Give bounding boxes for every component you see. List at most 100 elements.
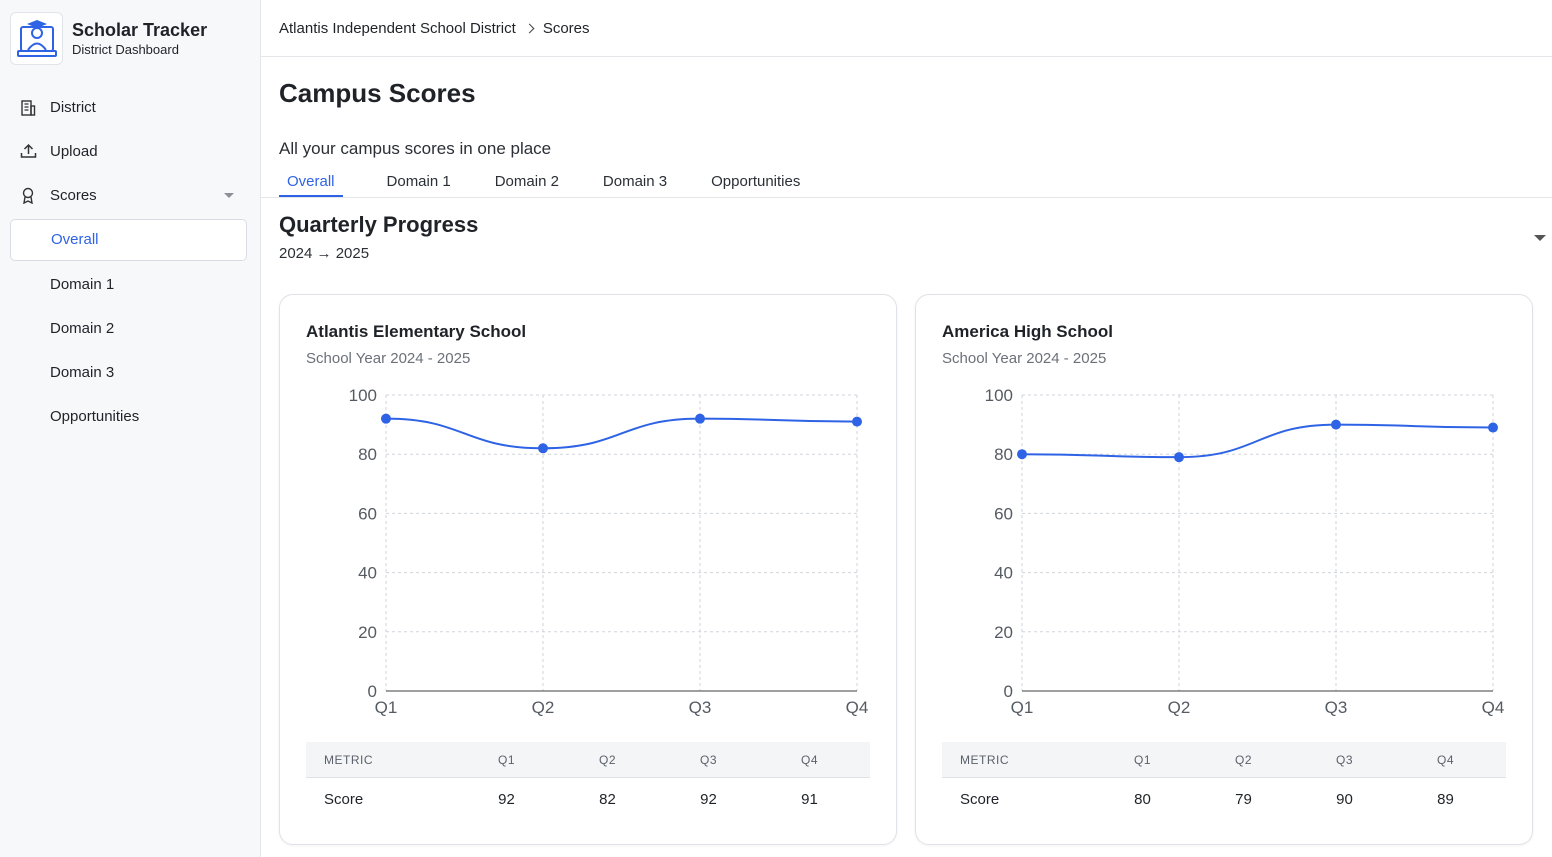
line-chart: 0 20 40 60 80 100 Q1 Q2 Q3 Q4 [349, 386, 869, 717]
y-tick-label: 40 [358, 564, 377, 583]
section-title: Quarterly Progress [279, 212, 479, 237]
award-icon [19, 186, 37, 204]
building-icon [19, 98, 37, 116]
tab-domain-3[interactable]: Domain 3 [602, 173, 668, 190]
header-q2: Q2 [598, 752, 616, 767]
campus-card: Atlantis Elementary School School Year 2… [279, 294, 897, 845]
x-tick-label: Q1 [375, 698, 398, 717]
data-point [381, 413, 391, 424]
y-tick-label: 0 [368, 682, 377, 701]
y-tick-label: 0 [1004, 682, 1013, 701]
card-subtitle: School Year 2024 - 2025 [306, 350, 471, 367]
cell-q2: 79 [1235, 790, 1252, 808]
collapse-caret-icon[interactable] [1534, 235, 1546, 241]
campus-card: America High School School Year 2024 - 2… [915, 294, 1533, 845]
cell-q1: 92 [498, 790, 515, 808]
score-table: METRIC Q1 Q2 Q3 Q4 Score 80 79 90 89 [942, 742, 1506, 820]
sidebar-item-label: Scores [50, 186, 97, 204]
y-tick-label: 80 [358, 445, 377, 464]
sidebar: Scholar Tracker District Dashboard Distr… [0, 0, 261, 857]
line-chart: 0 20 40 60 80 100 Q1 Q2 Q3 Q4 [985, 386, 1505, 717]
sidebar-subitem-domain-2[interactable]: Domain 2 [50, 320, 115, 337]
chevron-down-icon[interactable] [224, 193, 234, 198]
sidebar-item-label: District [50, 98, 96, 116]
header-q2: Q2 [1234, 752, 1252, 767]
sidebar-item-scores[interactable]: Scores [0, 175, 261, 215]
upload-icon [19, 142, 37, 160]
cell-q4: 91 [801, 790, 818, 808]
data-point [538, 443, 548, 454]
card-subtitle: School Year 2024 - 2025 [942, 350, 1107, 367]
header-metric: METRIC [324, 752, 373, 767]
sidebar-subitem-domain-3[interactable]: Domain 3 [50, 364, 115, 381]
sidebar-item-label: Upload [50, 142, 98, 160]
cell-q3: 92 [700, 790, 717, 808]
tab-overall[interactable]: Overall [279, 173, 343, 197]
data-point [1017, 449, 1027, 460]
table-header: METRIC Q1 Q2 Q3 Q4 [306, 742, 870, 778]
x-tick-label: Q2 [532, 698, 555, 717]
tab-domain-1[interactable]: Domain 1 [386, 173, 451, 190]
cell-q2: 82 [599, 790, 616, 808]
y-tick-label: 80 [994, 445, 1013, 464]
y-tick-label: 60 [358, 504, 377, 523]
brand[interactable]: Scholar Tracker District Dashboard [10, 12, 207, 65]
sidebar-subitem-overall[interactable]: Overall [10, 219, 247, 261]
cell-metric: Score [960, 790, 1000, 808]
header-q3: Q3 [699, 752, 717, 767]
tabs-divider [261, 197, 1552, 198]
app-title: Scholar Tracker [72, 19, 208, 40]
x-tick-label: Q4 [846, 698, 869, 717]
breadcrumb-current: Scores [542, 19, 590, 37]
data-point [695, 413, 705, 424]
tab-domain-2[interactable]: Domain 2 [494, 173, 559, 190]
series-line [1021, 423, 1494, 459]
x-tick-label: Q3 [689, 698, 712, 717]
series-line [385, 417, 858, 450]
data-point [852, 416, 862, 427]
graduate-user-icon [10, 12, 63, 65]
y-tick-label: 60 [994, 504, 1013, 523]
sidebar-item-district[interactable]: District [0, 87, 261, 127]
y-tick-label: 100 [349, 386, 377, 405]
x-tick-label: Q2 [1168, 698, 1191, 717]
breadcrumb: Atlantis Independent School District Sco… [261, 0, 1552, 57]
header-q4: Q4 [800, 752, 818, 767]
card-title: America High School [942, 322, 1113, 341]
page-title: Campus Scores [279, 78, 476, 108]
x-tick-label: Q4 [1482, 698, 1505, 717]
y-tick-label: 20 [994, 623, 1013, 642]
tab-bar: Overall Domain 1 Domain 2 Domain 3 Oppor… [279, 173, 844, 197]
sidebar-subitem-opportunities[interactable]: Opportunities [50, 408, 140, 425]
cell-q1: 80 [1134, 790, 1151, 808]
sidebar-item-upload[interactable]: Upload [0, 131, 261, 171]
cell-metric: Score [324, 790, 364, 808]
header-q1: Q1 [497, 752, 515, 767]
cell-q4: 89 [1437, 790, 1454, 808]
cell-q3: 90 [1336, 790, 1353, 808]
data-point [1174, 452, 1184, 463]
x-tick-label: Q3 [1325, 698, 1348, 717]
header-metric: METRIC [960, 752, 1009, 767]
header-q3: Q3 [1335, 752, 1353, 767]
y-tick-label: 20 [358, 623, 377, 642]
chevron-right-icon [524, 23, 535, 33]
score-table: METRIC Q1 Q2 Q3 Q4 Score 92 82 92 91 [306, 742, 870, 820]
sidebar-subitem-domain-1[interactable]: Domain 1 [50, 276, 115, 293]
data-point [1488, 422, 1498, 433]
tab-opportunities[interactable]: Opportunities [711, 173, 801, 190]
table-row: Score 80 79 90 89 [942, 778, 1506, 820]
section-subtitle: 2024 → 2025 [279, 245, 370, 262]
table-row: Score 92 82 92 91 [306, 778, 870, 820]
data-point [1331, 419, 1341, 430]
table-header: METRIC Q1 Q2 Q3 Q4 [942, 742, 1506, 778]
x-tick-label: Q1 [1011, 698, 1034, 717]
header-q4: Q4 [1436, 752, 1454, 767]
page-subtitle: All your campus scores in one place [279, 139, 552, 158]
header-q1: Q1 [1133, 752, 1151, 767]
card-title: Atlantis Elementary School [306, 322, 527, 341]
breadcrumb-district[interactable]: Atlantis Independent School District [279, 19, 516, 37]
app-subtitle: District Dashboard [72, 41, 179, 57]
y-tick-label: 100 [985, 386, 1013, 405]
y-tick-label: 40 [994, 564, 1013, 583]
